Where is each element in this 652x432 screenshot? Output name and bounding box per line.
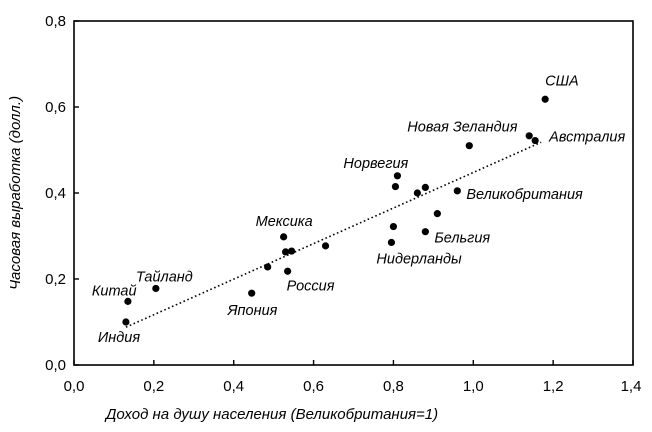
point-label: Новая Зеландия bbox=[407, 120, 517, 136]
point-label: Австралия bbox=[548, 130, 625, 146]
data-point bbox=[391, 182, 400, 191]
x-tick-label: 0,6 bbox=[303, 378, 324, 395]
x-axis: 0,0 0,2 0,4 0,6 0,8 1,0 1,2 1,4 bbox=[64, 360, 642, 395]
data-point bbox=[525, 132, 533, 140]
point-label: Япония bbox=[227, 303, 278, 319]
data-point bbox=[465, 142, 473, 150]
y-tick-label: 0,0 bbox=[45, 357, 66, 374]
data-point bbox=[282, 248, 290, 256]
data-point bbox=[264, 263, 272, 271]
data-point bbox=[453, 187, 461, 195]
data-point bbox=[541, 95, 549, 103]
y-tick-label: 0,8 bbox=[45, 13, 66, 30]
x-tick-label: 1,0 bbox=[463, 378, 484, 395]
y-tick-label: 0,2 bbox=[45, 271, 66, 288]
data-point bbox=[389, 222, 398, 231]
x-tick-label: 0,0 bbox=[64, 378, 85, 395]
data-point bbox=[531, 136, 539, 145]
point-label: Великобритания bbox=[466, 187, 583, 203]
data-point bbox=[248, 289, 256, 297]
data-point bbox=[321, 242, 330, 250]
point-label: Индия bbox=[98, 330, 140, 346]
y-tick-label: 0,4 bbox=[45, 185, 66, 202]
data-point bbox=[421, 228, 429, 236]
x-axis-title: Доход на душу населения (Великобритания=… bbox=[104, 406, 438, 423]
data-point bbox=[152, 284, 160, 293]
data-point bbox=[288, 247, 296, 255]
data-point bbox=[413, 189, 421, 197]
y-tick-label: 0,6 bbox=[45, 99, 66, 116]
data-point bbox=[433, 210, 441, 218]
point-label: Бельгия bbox=[434, 231, 490, 247]
data-point bbox=[122, 318, 130, 326]
data-point bbox=[421, 183, 429, 192]
point-label: Нидерланды bbox=[376, 251, 462, 267]
data-point bbox=[387, 238, 396, 247]
data-point bbox=[124, 297, 132, 305]
x-tick-label: 0,2 bbox=[143, 378, 164, 395]
trend-line bbox=[125, 141, 542, 328]
y-axis: 0,0 0,2 0,4 0,6 0,8 bbox=[45, 13, 79, 374]
point-label: Китай bbox=[92, 283, 137, 299]
x-tick-label: 1,4 bbox=[621, 378, 642, 395]
x-tick-label: 1,2 bbox=[543, 378, 564, 395]
point-label: Россия bbox=[287, 278, 335, 294]
point-label: Норвегия bbox=[343, 156, 408, 172]
data-points bbox=[122, 95, 549, 326]
x-tick-label: 0,8 bbox=[383, 378, 404, 395]
y-axis-title: Часовая выработка (долл.) bbox=[7, 96, 24, 290]
point-label: Тайланд bbox=[136, 269, 193, 285]
point-label: США bbox=[545, 73, 579, 89]
data-point bbox=[284, 267, 292, 275]
data-point bbox=[393, 172, 402, 180]
data-point bbox=[280, 233, 288, 241]
point-label: Мексика bbox=[256, 214, 313, 230]
x-tick-label: 0,4 bbox=[223, 378, 244, 395]
